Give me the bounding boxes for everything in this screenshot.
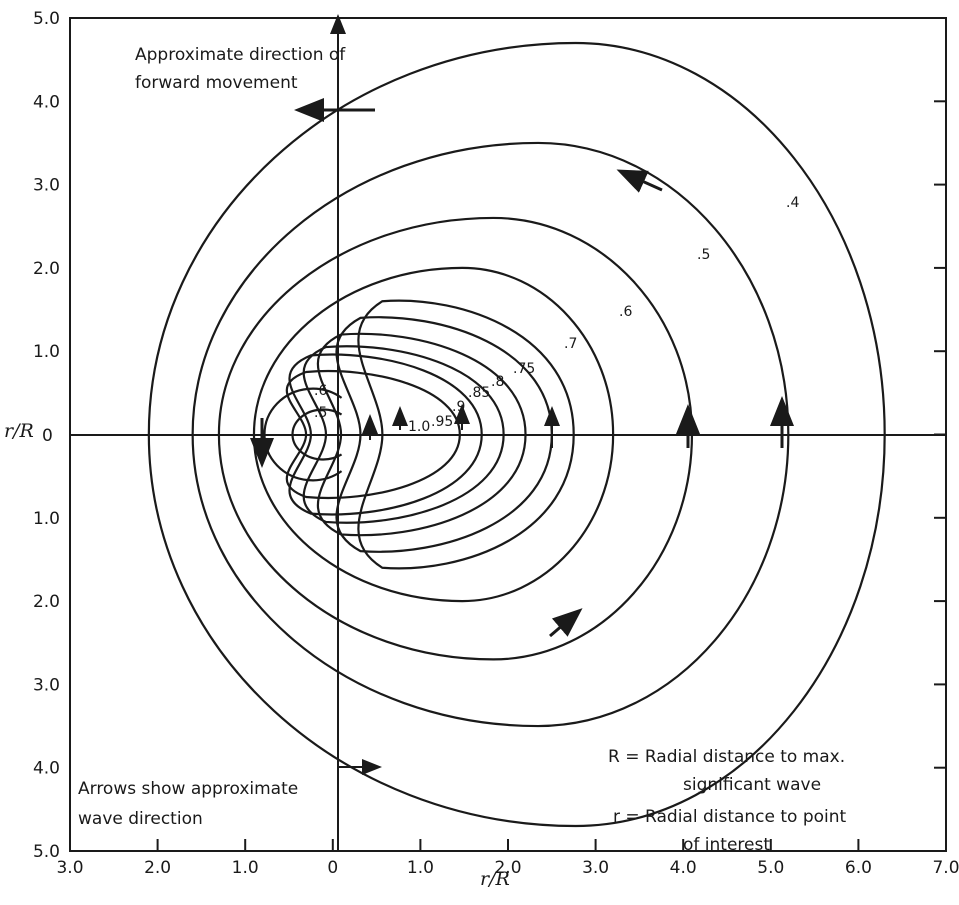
annotation-forward-2: forward movement — [135, 73, 298, 93]
y-tick-label: 0 — [42, 426, 53, 446]
y-tick-label: 2.0 — [33, 592, 60, 612]
contour-line — [357, 299, 575, 570]
contour-line — [316, 332, 527, 537]
annotation-r-def-1: r = Radial distance to point — [613, 807, 847, 827]
x-tick-label: 2.0 — [494, 858, 521, 878]
y-tick-label: 5.0 — [33, 842, 60, 862]
x-tick-label: 3.0 — [582, 858, 609, 878]
contour-line — [285, 369, 461, 500]
y-tick-label: 1.0 — [33, 342, 60, 362]
contour-label: 1.0 — [408, 419, 430, 435]
annotation-r-def-2: of interest — [683, 835, 770, 855]
y-tick-label: 3.0 — [33, 675, 60, 695]
x-tick-label: 3.0 — [56, 858, 83, 878]
contour-label: .75 — [513, 361, 535, 377]
contour-label: .5 — [697, 247, 710, 263]
x-tick-label: 1.0 — [407, 858, 434, 878]
annotation-R-def-1: R = Radial distance to max. — [608, 747, 845, 767]
contour-arrow-05-top — [616, 169, 663, 193]
y-tick-label: 3.0 — [33, 176, 60, 196]
wave-direction-arrows — [250, 14, 794, 775]
axis-ticks: 3.0 2.0 1.0 0 1.0 2.0 3.0 4.0 5.0 6.0 7.0 5.0 4.0 3.0… — [33, 9, 959, 878]
contour-line — [252, 266, 615, 603]
contour-label: .9 — [452, 399, 465, 415]
contour-label: .6 — [314, 383, 327, 399]
contour-line — [291, 408, 343, 461]
contour-label: .5 — [314, 405, 327, 421]
annotation-R-def-2: significant wave — [683, 775, 821, 795]
y-tick-label: 1.0 — [33, 509, 60, 529]
annotation-arrows-2: wave direction — [78, 809, 203, 829]
x-tick-label: 5.0 — [757, 858, 784, 878]
contour-label: .85 — [468, 385, 490, 401]
contour-arrow-05-bottom — [549, 608, 583, 638]
y-axis-label: r/R — [4, 420, 34, 442]
contour-label: .4 — [786, 195, 799, 211]
annotation-arrows-1: Arrows show approximate — [78, 779, 298, 799]
contour-line — [191, 141, 790, 728]
contour-line — [288, 353, 483, 516]
x-tick-label: 7.0 — [932, 858, 959, 878]
y-tick-label: 5.0 — [33, 9, 60, 29]
contour-label: .6 — [619, 304, 632, 320]
y-tick-label: 4.0 — [33, 92, 60, 112]
contour-line — [263, 387, 343, 482]
annotation-forward-1: Approximate direction of — [135, 45, 346, 65]
x-tick-label: 0 — [327, 858, 338, 878]
contour-labels: .4 .5 .6 .7 .75 .8 .85 .9 .95 1.0 .6 .5 — [314, 195, 799, 435]
x-tick-label: 2.0 — [144, 858, 171, 878]
contour-label: .7 — [564, 336, 577, 352]
contour-label: .8 — [491, 374, 504, 390]
y-tick-label: 2.0 — [33, 259, 60, 279]
x-axis-label: r/R — [480, 868, 510, 890]
x-tick-label: 1.0 — [232, 858, 259, 878]
contour-line — [302, 345, 505, 524]
x-tick-label: 6.0 — [845, 858, 872, 878]
y-tick-label: 4.0 — [33, 759, 60, 779]
x-tick-label: 4.0 — [670, 858, 697, 878]
contour-line — [217, 216, 694, 661]
contour-label: .95 — [431, 414, 453, 430]
contour-line — [147, 41, 886, 828]
